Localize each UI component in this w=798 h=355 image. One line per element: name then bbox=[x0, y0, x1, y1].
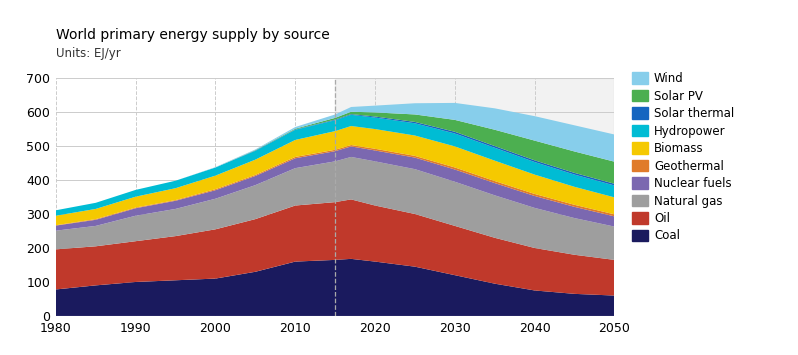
Bar bbox=[335, 78, 614, 316]
Legend: Wind, Solar PV, Solar thermal, Hydropower, Biomass, Geothermal, Nuclear fuels, N: Wind, Solar PV, Solar thermal, Hydropowe… bbox=[631, 72, 734, 242]
Text: World primary energy supply by source: World primary energy supply by source bbox=[56, 28, 330, 42]
Text: Units: EJ/yr: Units: EJ/yr bbox=[56, 47, 120, 60]
